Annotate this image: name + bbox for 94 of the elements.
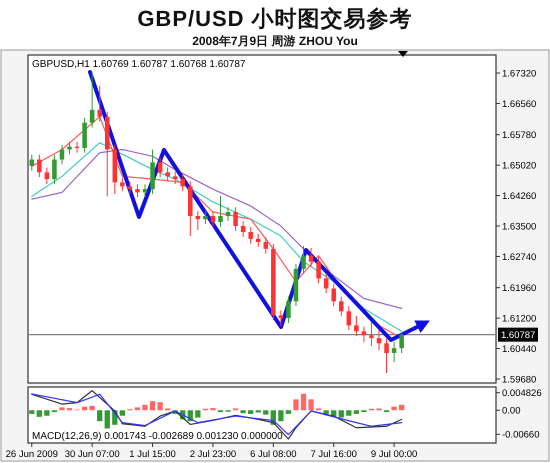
bar [354, 410, 359, 414]
bar [346, 410, 352, 416]
y-tick-label: -0.00660 [502, 430, 540, 441]
bar [324, 410, 329, 414]
y-tick-label: 1.66560 [502, 98, 536, 110]
candlestick [90, 72, 94, 128]
candlestick [142, 184, 148, 198]
x-tick-label: 7 Jul 16:00 [310, 449, 357, 460]
bar [338, 410, 344, 418]
y-tick-label: 1.61200 [502, 313, 536, 324]
bar [263, 410, 268, 415]
candlestick [97, 85, 102, 122]
bar [286, 410, 292, 414]
candlestick [218, 195, 223, 228]
x-tick-label: 6 Jul 08:00 [250, 449, 297, 460]
candlestick [120, 177, 125, 192]
candlestick [338, 296, 344, 317]
candlestick [354, 316, 359, 337]
chart-subtitle: 2008年7月9日 周游 ZHOU You [192, 34, 358, 48]
candlestick [67, 141, 72, 155]
bar [195, 410, 200, 418]
candlestick [264, 236, 268, 254]
candlestick [226, 206, 230, 222]
bar [293, 399, 299, 410]
candlestick [384, 338, 389, 374]
bar [248, 410, 254, 414]
x-tick-label: 26 Jun 2009 [6, 449, 58, 460]
chart-title: GBP/USD 小时图交易参考 [137, 6, 413, 31]
y-tick-label: 1.64260 [502, 190, 536, 202]
bar [150, 401, 156, 410]
line-series [31, 148, 402, 310]
bar [134, 407, 140, 410]
bar [82, 406, 88, 410]
bar [90, 406, 95, 410]
candlestick [60, 144, 64, 165]
candlestick [308, 248, 314, 267]
y-tick-label: 1.60440 [502, 344, 536, 355]
candlestick [203, 210, 208, 225]
y-tick-label: 1.61960 [502, 283, 536, 294]
candlestick [52, 154, 57, 184]
candlestick [392, 342, 396, 363]
bar [120, 410, 125, 416]
candlestick [44, 167, 50, 184]
bar [36, 410, 42, 417]
bar [391, 406, 397, 410]
y-tick-label: 0.004826 [502, 388, 542, 400]
bar [104, 410, 110, 428]
annotation: GBPUSD,H1 1.60769 1.60787 1.60768 1.60787 [32, 59, 246, 70]
candlestick [74, 141, 80, 154]
bar [308, 399, 314, 410]
candlestick [196, 210, 200, 231]
candlestick [30, 154, 34, 172]
candlestick [376, 330, 382, 351]
y-tick-label: 1.59680 [502, 374, 536, 386]
candlestick [324, 273, 328, 294]
y-tick-label: 1.62740 [502, 252, 536, 263]
bar [300, 394, 306, 410]
y-tick-label: 0.00 [502, 406, 520, 417]
y-tick-label: 1.67320 [502, 68, 536, 80]
y-tick-label: 1.65020 [502, 160, 536, 172]
candlestick [256, 234, 260, 248]
x-tick-label: 1 Jul 15:00 [129, 449, 176, 460]
candlestick [346, 306, 352, 331]
candlestick [135, 184, 140, 198]
candlestick [165, 167, 170, 182]
candlestick [316, 256, 321, 284]
bar [278, 410, 284, 422]
bar [399, 404, 404, 410]
ref-line-label: 1.60787 [501, 330, 536, 341]
candlestick [240, 220, 246, 238]
candlestick [248, 226, 253, 244]
candlestick [180, 174, 186, 192]
x-tick-label: 2 Jul 23:00 [190, 449, 236, 460]
candlestick [399, 332, 404, 354]
bar [44, 410, 50, 416]
x-tick-label: 30 Jun 07:00 [64, 449, 120, 460]
candlestick [286, 296, 291, 324]
bar [157, 402, 163, 410]
annotation: MACD(12,26,9) 0.001743 -0.002689 0.001230 0.000000 [32, 431, 284, 442]
bar [97, 410, 102, 422]
candlestick [233, 206, 238, 232]
bar [142, 404, 148, 410]
bar [29, 410, 34, 414]
candlestick [158, 157, 162, 178]
bar [240, 410, 246, 414]
candlestick [210, 210, 216, 228]
x-tick-label: 9 Jul 00:00 [370, 449, 418, 460]
candlestick [331, 283, 336, 307]
bar [59, 407, 65, 410]
y-tick-label: 1.65780 [502, 130, 536, 142]
candlestick [301, 246, 306, 274]
candlestick [362, 326, 366, 343]
y-tick-label: 1.63500 [502, 221, 536, 232]
candlestick [37, 154, 42, 178]
